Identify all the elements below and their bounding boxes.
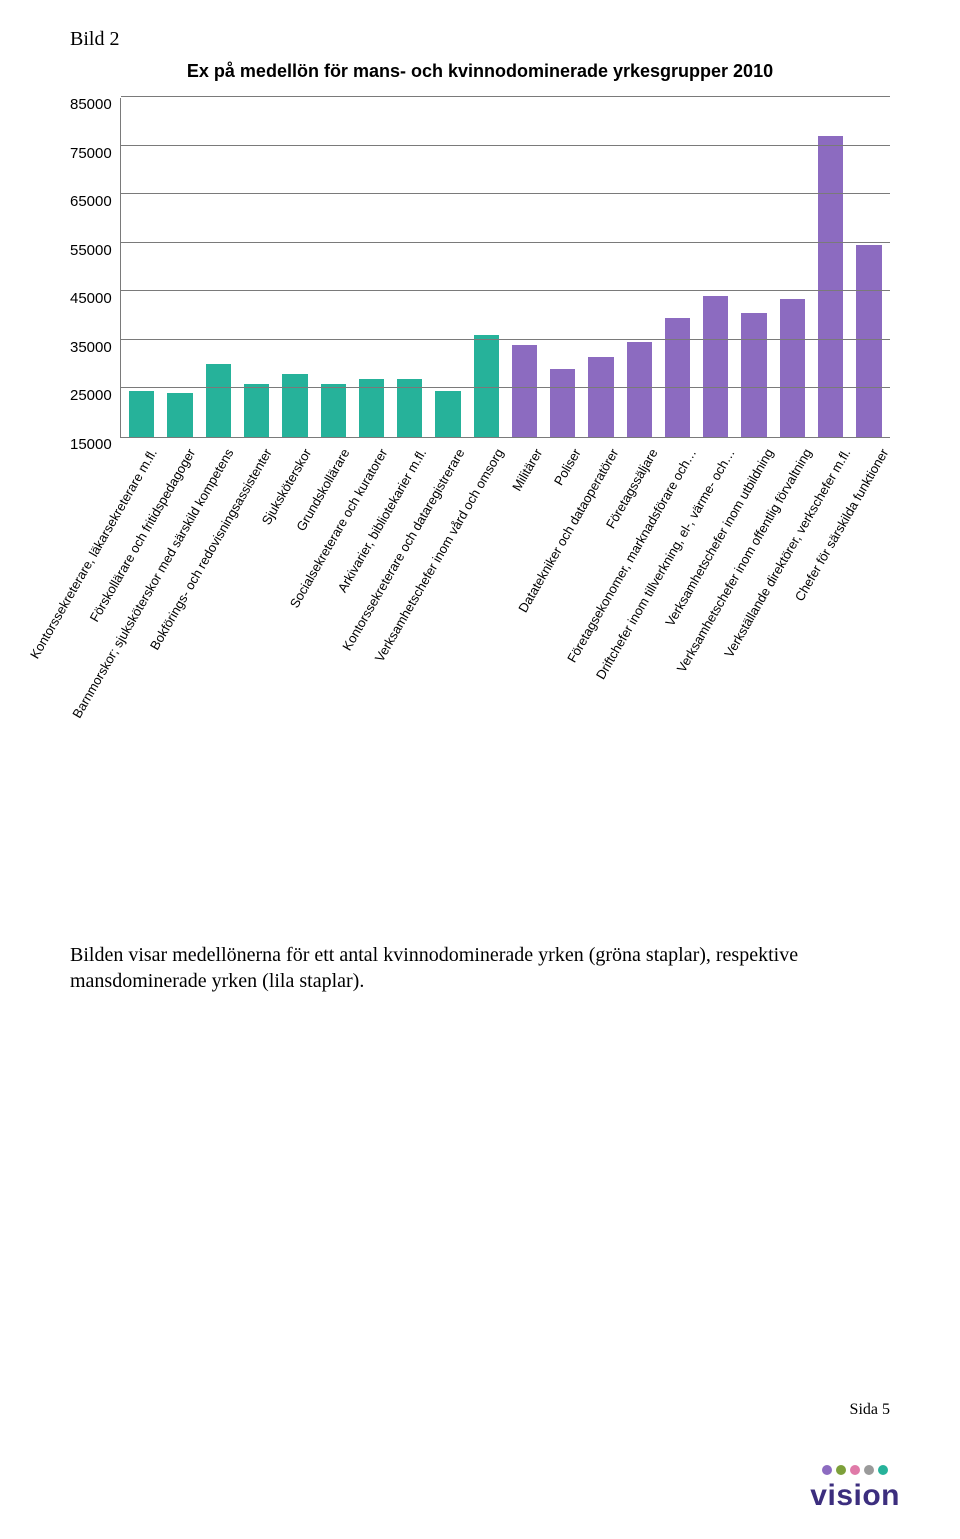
gridline <box>121 290 890 291</box>
bar <box>244 384 269 437</box>
bar <box>780 299 805 437</box>
bar-slot <box>276 98 314 437</box>
x-label-slot: Chefer för särskilda funktioner <box>852 442 891 662</box>
bar <box>665 318 690 437</box>
bar <box>627 342 652 437</box>
bar-slot <box>314 98 352 437</box>
bar-slot <box>773 98 811 437</box>
bar-slot <box>812 98 850 437</box>
chart-title: Ex på medellön för mans- och kvinnodomin… <box>70 61 890 82</box>
x-label-slot: Bokförings- och redovisningsassistenter <box>235 442 274 662</box>
gridline <box>121 193 890 194</box>
bar <box>588 357 613 437</box>
vision-logo-text: vision <box>810 1479 900 1513</box>
bar-slot <box>352 98 390 437</box>
x-label-slot: Verksamhetschefer inom vård och omsorg <box>466 442 505 662</box>
bar-slot <box>123 98 161 437</box>
chart-caption: Bilden visar medellönerna för ett antal … <box>70 942 890 994</box>
bar-slot <box>429 98 467 437</box>
bar <box>282 374 307 437</box>
x-label-slot: Sjuksköterskor <box>274 442 313 662</box>
vision-logo: vision <box>810 1465 900 1513</box>
bar-slot <box>582 98 620 437</box>
bar <box>741 313 766 437</box>
gridline <box>121 96 890 97</box>
bar <box>129 391 154 437</box>
bars-layer <box>121 98 890 437</box>
chart-container: 8500075000650005500045000350002500015000… <box>70 98 890 662</box>
plot-area <box>120 98 890 438</box>
bar-slot <box>735 98 773 437</box>
vision-logo-dots <box>822 1465 888 1475</box>
bar <box>474 335 499 437</box>
vision-logo-dot <box>878 1465 888 1475</box>
vision-logo-dot <box>822 1465 832 1475</box>
bar <box>703 296 728 437</box>
vision-logo-dot <box>850 1465 860 1475</box>
bar-slot <box>199 98 237 437</box>
slide-label: Bild 2 <box>70 28 890 51</box>
bar <box>435 391 460 437</box>
bar-slot <box>467 98 505 437</box>
bar-slot <box>505 98 543 437</box>
bar <box>321 384 346 437</box>
bar-slot <box>850 98 888 437</box>
bar-slot <box>391 98 429 437</box>
bar <box>167 393 192 437</box>
y-axis: 8500075000650005500045000350002500015000 <box>70 98 120 438</box>
bar-slot <box>544 98 582 437</box>
gridline <box>121 145 890 146</box>
x-label-slot: Militärer <box>505 442 544 662</box>
bar <box>206 364 231 437</box>
gridline <box>121 242 890 243</box>
bar <box>512 345 537 437</box>
gridline <box>121 387 890 388</box>
bar-slot <box>620 98 658 437</box>
bar <box>550 369 575 437</box>
bar <box>818 136 843 437</box>
bar-slot <box>658 98 696 437</box>
gridline <box>121 339 890 340</box>
bar-slot <box>238 98 276 437</box>
bar <box>856 245 881 437</box>
vision-logo-dot <box>864 1465 874 1475</box>
page-number: Sida 5 <box>850 1401 890 1419</box>
x-axis-label: Militärer <box>509 446 545 494</box>
bar-slot <box>697 98 735 437</box>
x-axis-label: Poliser <box>550 446 583 488</box>
bar-slot <box>161 98 199 437</box>
vision-logo-dot <box>836 1465 846 1475</box>
x-axis-labels: Kontorssekreterare, läkarsekreterare m.f… <box>120 438 890 662</box>
